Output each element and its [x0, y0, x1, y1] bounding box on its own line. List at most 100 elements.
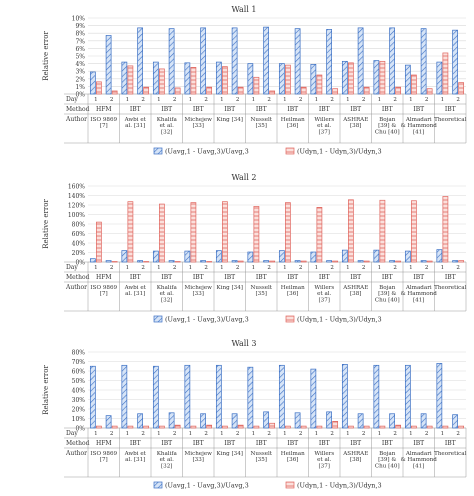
bar-udyn-g2-d2	[174, 424, 181, 429]
row-label-method: Method	[66, 440, 90, 447]
bar-uavg-g4-d2	[231, 27, 238, 95]
method-label: IBT	[413, 106, 424, 113]
method-label: IBT	[445, 274, 456, 281]
author-label: ASHRAE [38]	[342, 285, 368, 297]
bar-udyn-g0-d1	[96, 221, 102, 263]
day-label: 2	[110, 97, 114, 103]
bar-uavg-g5-d1	[247, 366, 254, 429]
day-label: 1	[315, 97, 319, 103]
y-tick-label: 120%	[68, 203, 85, 210]
day-label: 2	[362, 431, 366, 437]
bar-udyn-g4-d1	[222, 425, 228, 429]
bar-udyn-g10-d2	[426, 88, 433, 95]
method-label: IBT	[130, 106, 141, 113]
bar-udyn-g6-d2	[300, 86, 307, 95]
bar-uavg-g4-d1	[215, 61, 222, 95]
author-label: Khalifa et al. [32]	[157, 117, 178, 135]
method-label: HFM	[96, 440, 112, 447]
row-label-day: Day	[66, 264, 78, 271]
bar-uavg-g7-d2	[326, 29, 332, 95]
author-label: King [34]	[217, 285, 243, 291]
day-label: 1	[346, 265, 350, 271]
legend-swatch-udyn	[285, 147, 295, 155]
chart-wall-3: Wall 3 Relative error 0% 10% 20% 30% 40% 50% 60%…	[42, 339, 467, 490]
method-label: IBT	[445, 106, 456, 113]
chart-wall-1: Wall 1 Relative error 0%1%2%3%4%5%6%7%8%9%…	[42, 5, 467, 156]
bar-uavg-g10-d2	[420, 28, 427, 95]
author-label: Bojan [39] & Chu [40]	[375, 285, 400, 303]
bar-udyn-g0-d2	[111, 425, 118, 429]
row-label-author: Author	[65, 116, 87, 123]
method-label: HFM	[96, 274, 112, 281]
day-label: 1	[220, 265, 224, 271]
bar-udyn-g1-d1	[127, 65, 134, 95]
bar-uavg-g8-d2	[357, 260, 364, 263]
y-tick-label: 100%	[68, 212, 85, 219]
day-label: 2	[362, 97, 366, 103]
author-label: Willers et al. [37]	[314, 285, 334, 303]
bar-uavg-g8-d2	[357, 27, 364, 95]
bar-uavg-g4-d2	[231, 260, 238, 263]
bar-uavg-g2-d2	[168, 412, 175, 429]
author-label: Almadari & Hammond [41]	[401, 451, 438, 469]
bar-uavg-g9-d2	[389, 413, 395, 429]
legend-label-uavg: (Uavg,1 - Uavg,3)/Uavg,3	[165, 482, 249, 490]
author-label: ISO 9869 [7]	[90, 285, 117, 297]
bar-uavg-g1-d1	[121, 61, 128, 95]
bar-udyn-g6-d2	[300, 260, 307, 263]
bar-uavg-g5-d2	[263, 411, 269, 429]
day-label: 1	[441, 431, 445, 437]
bar-uavg-g11-d2	[452, 414, 458, 429]
bar-uavg-g8-d1	[341, 364, 348, 429]
bar-uavg-g11-d2	[452, 29, 458, 95]
day-label: 2	[173, 431, 177, 437]
bar-udyn-g11-d2	[458, 260, 465, 263]
y-tick-label: 6%	[75, 46, 85, 53]
bar-udyn-g10-d1	[411, 200, 417, 263]
legend-swatch-uavg	[153, 315, 163, 323]
author-label: Nusselt [35]	[250, 117, 272, 129]
bar-udyn-g10-d1	[411, 425, 417, 429]
bar-udyn-g2-d1	[159, 68, 165, 95]
method-label: IBT	[193, 440, 204, 447]
day-label: 1	[283, 431, 287, 437]
bar-udyn-g11-d1	[442, 52, 449, 95]
bar-udyn-g5-d2	[269, 90, 276, 95]
day-label: 2	[393, 265, 397, 271]
day-label: 2	[236, 97, 240, 103]
author-label: Awbi et al. [31]	[124, 117, 147, 129]
y-tick-label: 8%	[75, 31, 85, 38]
bar-udyn-g8-d1	[348, 425, 354, 429]
method-label: IBT	[161, 274, 172, 281]
bar-uavg-g0-d2	[105, 415, 112, 429]
bar-uavg-g8-d1	[341, 249, 348, 263]
method-label: IBT	[256, 274, 267, 281]
day-label: 1	[220, 97, 224, 103]
y-tick-label: 0%	[75, 92, 85, 99]
author-label: Michejew [33]	[185, 451, 213, 463]
method-label: IBT	[161, 440, 172, 447]
day-label: 2	[425, 97, 429, 103]
day-label: 2	[173, 265, 177, 271]
author-label: King [34]	[217, 117, 243, 123]
bar-uavg-g11-d1	[436, 61, 443, 95]
bar-uavg-g2-d2	[168, 260, 175, 263]
day-label: 1	[252, 265, 256, 271]
bar-udyn-g3-d1	[190, 202, 197, 263]
y-tick-label: 50%	[72, 378, 86, 385]
y-tick-label: 3%	[75, 69, 85, 76]
bar-udyn-g6-d2	[300, 425, 307, 429]
bar-uavg-g6-d2	[294, 260, 301, 263]
bar-udyn-g2-d1	[159, 203, 165, 263]
day-label: 2	[141, 97, 145, 103]
chart-title: Wall 2	[231, 173, 256, 182]
bar-uavg-g0-d2	[105, 260, 112, 263]
legend-label-uavg: (Uavg,1 - Uavg,3)/Uavg,3	[165, 316, 249, 324]
bar-uavg-g7-d2	[326, 260, 332, 263]
bar-uavg-g2-d1	[152, 61, 159, 95]
method-label: HFM	[96, 106, 112, 113]
bar-uavg-g0-d1	[89, 365, 96, 429]
y-tick-label: 60%	[72, 369, 86, 376]
bar-uavg-g5-d1	[247, 63, 254, 95]
bar-uavg-g6-d1	[278, 63, 285, 95]
